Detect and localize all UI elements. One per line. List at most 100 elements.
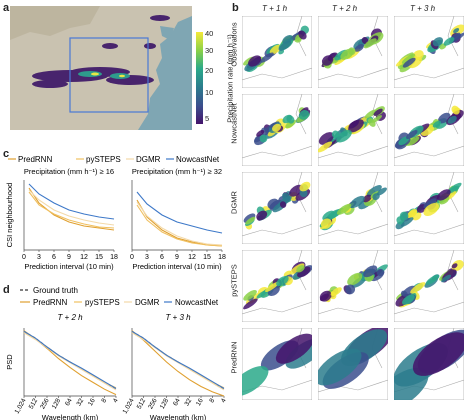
precip-blob [347, 272, 363, 286]
chart-d-tick-label: 16 [195, 397, 205, 407]
precip-blob [275, 333, 312, 364]
precip-blob [336, 129, 352, 143]
region-box [69, 37, 149, 113]
chart-d: T + 2 h1,024 512 256 128 64 32 16 8 4Wavelength … [5, 313, 228, 420]
precip-blob [330, 287, 342, 297]
map-predrnn-t1 [242, 328, 312, 400]
chart-c-line-dgmr [28, 189, 115, 226]
precip-blob [441, 274, 452, 283]
chart-c-tick-label: 15 [203, 254, 211, 261]
precip-blob [363, 38, 377, 49]
land-shade [10, 6, 100, 40]
chart-c-ylabel: CSI neighbourhood [5, 183, 14, 248]
legend-d: Ground truth PredRNN pySTEPS DGMR Nowcas… [20, 286, 219, 307]
chart-c-line-nowcastnet [136, 191, 223, 234]
chart-d-line-dgmr [23, 332, 117, 391]
row-label-observations: Observations [229, 22, 239, 67]
panel-label-c: c [3, 148, 10, 160]
legend-d-predrnn: PredRNN [33, 298, 67, 307]
precip-blob [402, 285, 416, 297]
coast-line [242, 145, 312, 159]
map-nowcastnet-t2 [318, 94, 388, 166]
chart-d-title-1: T + 2 h [57, 313, 83, 322]
precip-blob [432, 37, 444, 47]
legend-c-nowcastnet: NowcastNet [176, 155, 220, 164]
precip-blob [451, 105, 460, 115]
precip-blob [331, 130, 340, 138]
border-line [447, 250, 459, 291]
precip-blob [447, 115, 457, 124]
precip-blob [371, 115, 383, 123]
precip-blob [402, 294, 415, 305]
chart-d-xlabel-1: Wavelength (km) [42, 413, 99, 420]
chart-d-tick-label: 128 [159, 397, 171, 410]
precip-blob [298, 30, 307, 40]
precip-blob [450, 32, 464, 44]
chart-d-tick-label: 32 [76, 397, 86, 407]
border-line [447, 16, 459, 57]
precip-blob [245, 216, 256, 225]
map-observations-t3 [394, 16, 464, 88]
precip-blob [265, 281, 279, 293]
map-nowcastnet-t3 [394, 94, 464, 166]
coast-line [318, 145, 388, 159]
precip-blob [298, 110, 310, 120]
col-header-1: T + 1 h [262, 4, 288, 13]
precip-blob [282, 114, 293, 124]
precip-blob [425, 274, 440, 285]
chart-d-tick-label: 16 [87, 397, 97, 407]
chart-d-tick-label: 1,024 [122, 397, 136, 415]
chart-d-tick-label: 4 [220, 397, 228, 404]
chart-c-tick-label: 3 [37, 254, 41, 261]
precip-blob [321, 55, 334, 66]
legend-d-dgmr: DGMR [135, 298, 160, 307]
precip-blob [243, 298, 258, 310]
coast-line [242, 67, 312, 81]
col-header-2: T + 2 h [332, 4, 358, 13]
coast-line [242, 223, 312, 237]
chart-d-title-2: T + 3 h [165, 313, 191, 322]
legend-d-groundtruth: Ground truth [33, 286, 78, 295]
map-predrnn-t3 [394, 328, 464, 400]
chart-d-tick-label: 512 [28, 397, 40, 410]
legend-d-pysteps: pySTEPS [85, 298, 120, 307]
chart-c-tick-label: 15 [95, 254, 103, 261]
precip-blob [243, 289, 257, 301]
precip-blob [256, 210, 268, 221]
panel-label-b: b [232, 2, 239, 14]
chart-c-tick-label: 9 [175, 254, 179, 261]
precip-blob [406, 130, 418, 139]
precip-blob [443, 37, 455, 46]
chart-d-line-dgmr [131, 332, 225, 391]
chart-c-xlabel-1: Prediction interval (10 min) [24, 262, 114, 271]
chart-c-xlabel-2: Prediction interval (10 min) [132, 262, 222, 271]
chart-d-line-predrnn [131, 330, 225, 397]
precip-blob [400, 217, 414, 227]
precip-blob [364, 109, 377, 119]
chart-c-line-pysteps [28, 191, 115, 229]
map-nowcastnet-t1 [242, 94, 312, 166]
precip-blob [297, 266, 311, 278]
map-dgmr-t3 [394, 172, 464, 244]
legend-c: PredRNN pySTEPS DGMR NowcastNet [8, 155, 220, 164]
coast-line [318, 379, 388, 393]
precip-blob [299, 181, 311, 192]
precip-blob [243, 213, 256, 223]
precip-blob [372, 193, 380, 201]
precip-blob [322, 210, 335, 221]
precip-blob [362, 194, 372, 203]
precip-blob [354, 43, 364, 52]
chart-c-title-2: Precipitation (mm h⁻¹) ≥ 32 [132, 167, 222, 176]
coast-line [394, 301, 464, 315]
precip-blob [318, 141, 333, 153]
legend-c-predrnn: PredRNN [18, 155, 52, 164]
precip-blob [432, 120, 442, 128]
chart-d-ylabel: PSD [5, 354, 14, 370]
precip-blob [278, 40, 292, 51]
precip-mid [78, 71, 130, 79]
precip-blob [256, 290, 268, 299]
chart-c-tick-label: 18 [110, 254, 118, 261]
precip-blob [259, 134, 268, 143]
precip-blob [376, 187, 387, 196]
precip-blob [363, 265, 378, 278]
